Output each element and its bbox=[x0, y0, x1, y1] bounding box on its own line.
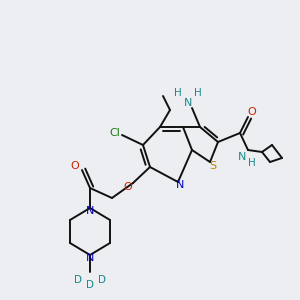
Text: N: N bbox=[176, 180, 184, 190]
Text: D: D bbox=[98, 275, 106, 285]
Text: H: H bbox=[174, 88, 182, 98]
Text: O: O bbox=[248, 107, 256, 117]
Text: Cl: Cl bbox=[110, 128, 120, 138]
Text: D: D bbox=[74, 275, 82, 285]
Text: O: O bbox=[124, 182, 132, 192]
Text: D: D bbox=[86, 280, 94, 290]
Text: O: O bbox=[70, 161, 80, 171]
Text: N: N bbox=[238, 152, 246, 162]
Text: N: N bbox=[86, 206, 94, 216]
Text: H: H bbox=[194, 88, 202, 98]
Text: N: N bbox=[184, 98, 192, 108]
Text: N: N bbox=[86, 253, 94, 263]
Text: S: S bbox=[209, 161, 217, 171]
Text: H: H bbox=[248, 158, 256, 168]
